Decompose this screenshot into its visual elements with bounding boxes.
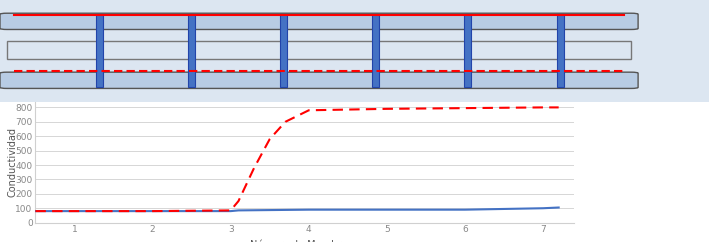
Bar: [557, 14, 564, 87]
FancyBboxPatch shape: [7, 41, 631, 59]
FancyBboxPatch shape: [0, 72, 638, 88]
Bar: [464, 14, 471, 87]
Bar: [96, 14, 103, 87]
Bar: [188, 14, 195, 87]
Y-axis label: Conductividad: Conductividad: [8, 127, 18, 197]
FancyBboxPatch shape: [0, 13, 638, 30]
Bar: [372, 14, 379, 87]
X-axis label: Número de Membrana: Número de Membrana: [250, 240, 359, 242]
Bar: [280, 14, 287, 87]
